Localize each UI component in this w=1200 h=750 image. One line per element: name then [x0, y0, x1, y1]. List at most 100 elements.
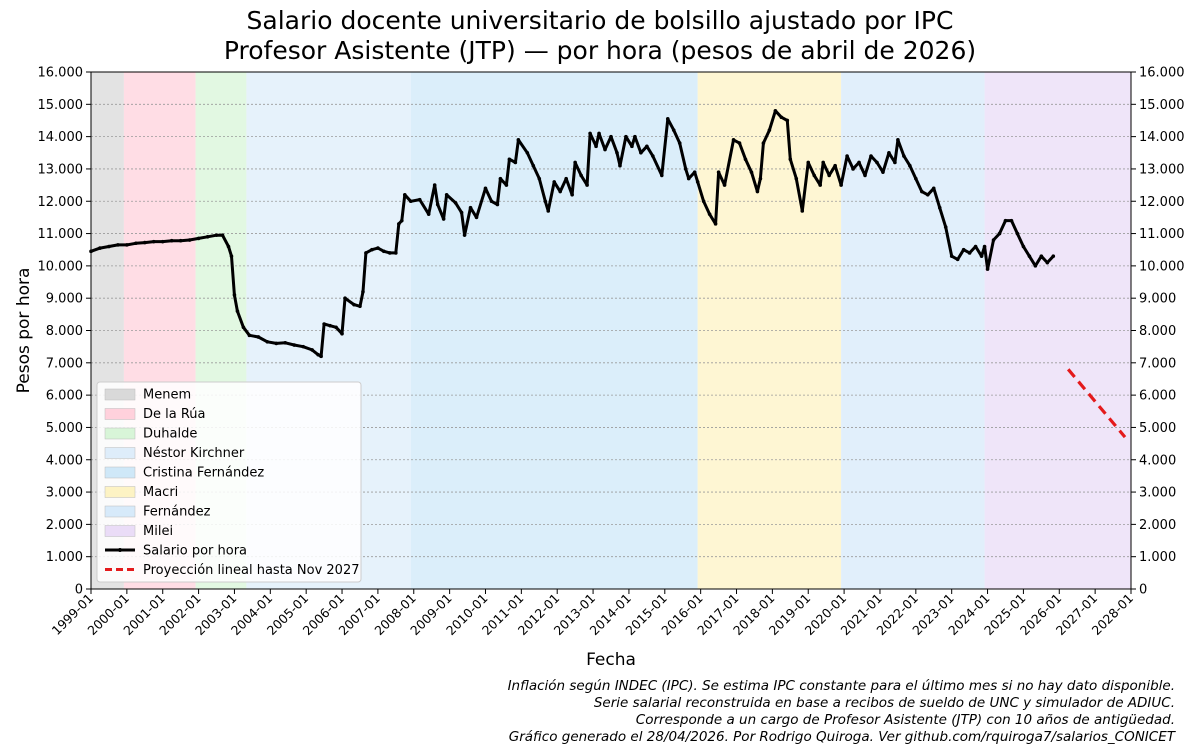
data-point: [671, 128, 676, 132]
y-tick-label-right: 2.000: [1139, 518, 1176, 533]
data-point: [875, 160, 879, 165]
legend-box: [96, 381, 362, 583]
data-point: [402, 192, 407, 197]
data-point: [857, 160, 861, 165]
data-point: [800, 209, 805, 213]
data-point: [851, 167, 855, 171]
legend-marker-8: [118, 548, 122, 552]
data-point: [205, 234, 210, 239]
data-point: [755, 189, 760, 194]
data-point: [1039, 254, 1044, 258]
data-point: [178, 238, 183, 243]
data-point: [546, 209, 551, 213]
y-tick-label-right: 1.000: [1139, 550, 1176, 565]
data-point: [516, 138, 521, 142]
data-point: [435, 202, 440, 207]
y-tick-label-left: 14.000: [38, 130, 84, 145]
data-point: [283, 340, 288, 345]
data-point: [773, 108, 778, 113]
y-tick-label-left: 9.000: [46, 292, 83, 307]
data-point: [925, 192, 930, 197]
data-point: [731, 138, 736, 142]
data-point: [382, 249, 386, 254]
data-point: [543, 199, 548, 204]
data-point: [441, 217, 446, 221]
data-point: [459, 210, 464, 215]
data-point: [340, 331, 344, 336]
data-point: [310, 348, 314, 352]
data-point: [352, 302, 356, 307]
data-point: [531, 163, 536, 168]
data-point: [361, 289, 365, 294]
data-point: [142, 240, 147, 245]
y-tick-label-right: 9.000: [1139, 292, 1176, 307]
data-point: [982, 244, 987, 249]
legend-label: Fernández: [143, 505, 211, 520]
data-point: [588, 131, 592, 136]
data-point: [949, 254, 954, 258]
y-tick-label-left: 1.000: [46, 550, 83, 565]
data-point: [564, 176, 568, 181]
data-point: [498, 176, 503, 181]
data-point: [677, 141, 682, 145]
data-point: [274, 341, 279, 346]
data-point: [633, 134, 637, 139]
data-point: [525, 150, 530, 155]
data-point: [839, 183, 843, 187]
y-tick-label-right: 8.000: [1139, 324, 1176, 339]
data-point: [639, 150, 643, 155]
data-point: [370, 247, 374, 252]
data-point: [645, 144, 649, 149]
data-point: [1045, 260, 1050, 265]
data-point: [247, 333, 252, 338]
data-point: [794, 176, 799, 181]
data-point: [489, 199, 494, 204]
data-point: [256, 335, 261, 339]
data-point: [558, 189, 562, 194]
footnote-position: Corresponde a un cargo de Profesor Asist…: [635, 712, 1175, 728]
data-point: [334, 325, 338, 330]
period-band-7: [984, 72, 1131, 589]
data-point: [818, 183, 822, 187]
data-point: [902, 154, 906, 158]
legend-swatch-2: [104, 427, 136, 440]
data-point: [235, 309, 240, 313]
legend-label: Menem: [143, 388, 191, 403]
y-tick-label-right: 6.000: [1139, 389, 1176, 404]
data-point: [585, 183, 589, 187]
data-point: [408, 199, 413, 204]
y-tick-label-left: 7.000: [46, 356, 83, 371]
data-point: [615, 150, 619, 155]
legend-swatch-3: [104, 447, 136, 459]
data-point: [881, 170, 885, 174]
y-tick-label-right: 7.000: [1139, 356, 1176, 371]
data-point: [758, 176, 763, 181]
chart-title: Salario docente universitario de bolsill…: [246, 6, 954, 35]
data-point: [444, 192, 449, 197]
data-point: [630, 144, 634, 149]
y-tick-label-right: 11.000: [1139, 227, 1185, 242]
data-point: [570, 192, 574, 197]
data-point: [896, 138, 900, 142]
data-point: [495, 202, 500, 207]
data-point: [967, 251, 972, 255]
data-point: [187, 238, 192, 242]
data-point: [432, 183, 437, 187]
y-tick-label-left: 13.000: [38, 162, 84, 177]
data-point: [686, 176, 691, 181]
data-point: [573, 160, 577, 165]
data-point: [292, 343, 297, 347]
y-tick-label-right: 5.000: [1139, 421, 1176, 436]
data-point: [400, 218, 404, 223]
y-tick-label-left: 2.000: [46, 518, 83, 533]
data-point: [651, 154, 655, 158]
footnote-source: Serie salarial reconstruida en base a re…: [593, 695, 1175, 711]
data-point: [997, 231, 1002, 236]
data-point: [232, 293, 237, 297]
footnote-credits: Gráfico generado el 28/04/2026. Por Rodr…: [508, 729, 1175, 745]
data-point: [908, 163, 912, 168]
data-point: [806, 160, 811, 165]
data-point: [388, 251, 392, 255]
data-point: [863, 173, 867, 178]
data-point: [973, 244, 978, 249]
